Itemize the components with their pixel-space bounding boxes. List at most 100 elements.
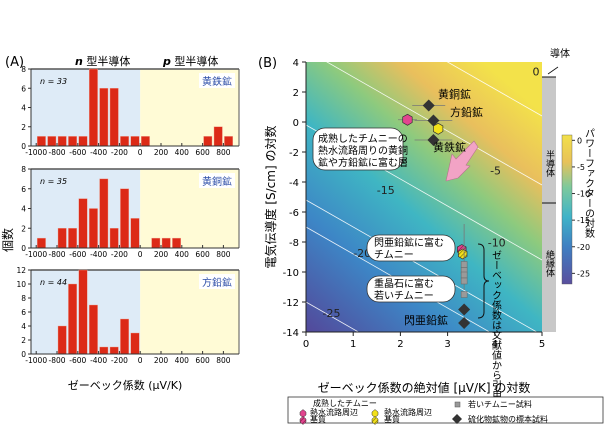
x-tick-label: -400 xyxy=(90,356,107,365)
y-tick-label: 2 xyxy=(21,123,26,132)
histogram-0: 0 2 4 6 8 -1000 -800 -600 -400 -200 0 200 400 600 800 n… xyxy=(21,65,240,157)
x-tick-label: -1000 xyxy=(25,250,47,259)
label-galena: 方鉛鉱 xyxy=(450,105,483,119)
mineral-label: 方鉛鉱 xyxy=(202,276,232,289)
y-tick-label: 6 xyxy=(21,84,26,93)
colorbar-tick-label: -20 xyxy=(577,243,590,252)
y-tick-label: 12 xyxy=(16,266,26,275)
y-tick-label: 0 xyxy=(21,142,26,151)
svg-text:チムニー: チムニー xyxy=(374,249,414,261)
contour-line xyxy=(326,62,542,186)
y-tick-label: -8 xyxy=(289,238,299,249)
colorbar-tick-label: -25 xyxy=(577,269,590,278)
colorbar xyxy=(561,134,573,285)
histogram-bar xyxy=(213,126,223,147)
conductivity-regions: 導体 半導体 絶縁体 xyxy=(542,47,570,332)
histogram-bar xyxy=(203,136,213,147)
y-tick-label: 8 xyxy=(21,165,26,174)
histogram-bar xyxy=(68,283,78,355)
svg-text:閃亜鉛鉱に富む: 閃亜鉛鉱に富む xyxy=(374,236,444,249)
sample-count: n = 44 xyxy=(40,278,67,287)
y-tick-label: 2 xyxy=(21,336,26,345)
y-tick-label: 6 xyxy=(21,308,26,317)
label-pyrite: 黄鉄鉱 xyxy=(433,140,466,154)
histogram-2: 0 2 4 6 8 10 12 -1000 -800 -600 -400 -200 0 200 400 600… xyxy=(16,266,240,365)
histogram-bar xyxy=(68,228,78,249)
y-tick-label: -6 xyxy=(289,208,299,219)
histogram-bar xyxy=(120,136,130,147)
colorbar-title: パワーファクターの対数 xyxy=(583,128,595,239)
histogram-bar xyxy=(151,237,161,249)
x-tick-label: -800 xyxy=(48,148,65,157)
p-type-header: p 型半導体 xyxy=(162,54,218,68)
histogram-bar xyxy=(88,208,98,249)
y-tick-label: 6 xyxy=(21,185,26,194)
x-tick-label: 400 xyxy=(175,250,190,259)
contour-line xyxy=(306,199,538,332)
legend: 成熟したチムニー 熱水流路周辺 基質 熱水流路周辺 基質 若いチムニー試料 硫化… xyxy=(287,396,604,425)
diamond-marker xyxy=(427,134,440,146)
x-tick-label: 600 xyxy=(195,250,210,259)
colorbar-tick-label: -10 xyxy=(577,190,590,199)
diamond-marker xyxy=(422,99,435,112)
contour-label: -15 xyxy=(377,184,395,197)
x-tick-label: -200 xyxy=(111,356,128,365)
mineral-label-bg xyxy=(199,173,235,188)
sphalerite-chimney-callout: 閃亜鉛鉱に富む チムニー xyxy=(366,234,456,262)
x-tick-label: 400 xyxy=(175,356,190,365)
region-conductor: 導体 xyxy=(550,47,570,60)
sample-count: n = 35 xyxy=(40,177,67,186)
legend-pink-hexagon-icon xyxy=(299,409,307,418)
y-tick-label: 0 xyxy=(21,350,26,359)
svg-text:重晶石に富む: 重晶石に富む xyxy=(374,277,434,290)
y-tick-label: 8 xyxy=(21,65,26,74)
gray-square-marker xyxy=(460,291,468,298)
diamond-marker xyxy=(458,317,471,329)
n-type-header: n 型半導体 xyxy=(75,54,130,68)
svg-text:基質: 基質 xyxy=(310,414,326,424)
x-tick-label: -1000 xyxy=(25,356,47,365)
x-tick-label: 400 xyxy=(175,148,190,157)
x-tick-label: 800 xyxy=(216,250,231,259)
x-tick-label: -1000 xyxy=(25,148,47,157)
legend-yellow-hexagon-icon xyxy=(371,409,379,418)
y-tick-label: 0 xyxy=(293,118,299,129)
histogram-1: 0 2 4 6 8 -1000 -800 -600 -400 -200 0 200 400 600 800 n… xyxy=(21,165,240,259)
diamond-marker xyxy=(458,303,471,316)
pink-hexagon-marker xyxy=(402,113,413,126)
contour-label: 0 xyxy=(533,66,540,79)
sample-count: n = 33 xyxy=(40,77,67,86)
svg-text:若いチムニー: 若いチムニー xyxy=(374,289,434,302)
legend-gray-square-icon xyxy=(454,401,461,408)
histogram-bar xyxy=(99,346,109,355)
panel-a-ylabel: 個数 xyxy=(0,228,15,252)
histogram-bar xyxy=(140,136,150,147)
panel-b-xlabel: ゼーベック係数の絶対値 [μV/K] の対数 xyxy=(318,380,531,395)
x-tick-label: -400 xyxy=(90,250,107,259)
x-tick-label: 200 xyxy=(154,250,169,259)
gray-square-marker xyxy=(460,261,468,268)
histogram-bar xyxy=(57,136,67,147)
y-tick-label: 8 xyxy=(21,294,26,303)
x-tick-label: 200 xyxy=(154,356,169,365)
contour-label: -25 xyxy=(323,307,341,320)
contour-label: -5 xyxy=(490,165,501,178)
svg-text:基質: 基質 xyxy=(384,414,400,424)
x-tick-label: 0 xyxy=(138,250,143,259)
histogram-bar xyxy=(130,136,140,147)
x-tick-label: 4 xyxy=(492,339,498,350)
panel-b-ylabel: 電気伝導度 [S/cm] の対数 xyxy=(263,126,278,269)
colorbar-tick-label: 0 xyxy=(577,136,582,145)
x-tick-label: 600 xyxy=(195,356,210,365)
x-tick-label: 5 xyxy=(539,339,545,350)
mature-layer-callout: 成熟したチムニーの 熱水流路周りの黄銅 鉱や方鉛鉱に富む層 xyxy=(312,127,408,171)
colorbar-tick-label: -15 xyxy=(577,216,590,225)
histogram-bar xyxy=(109,88,119,147)
mineral-label: 黄鉄鉱 xyxy=(202,75,232,88)
x-tick-label: -200 xyxy=(111,148,128,157)
histogram-bar xyxy=(88,68,98,147)
y-tick-label: 0 xyxy=(21,244,26,253)
y-tick-label: 10 xyxy=(16,280,26,289)
label-sphalerite: 閃亜鉛鉱 xyxy=(404,313,448,327)
y-tick-label: 4 xyxy=(21,322,26,331)
